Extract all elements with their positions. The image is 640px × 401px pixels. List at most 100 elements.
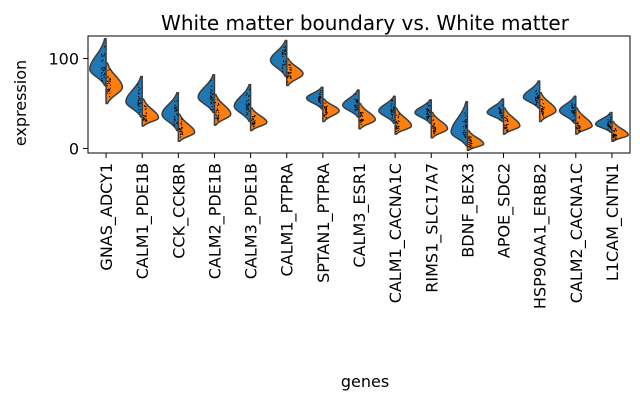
strip-point — [541, 105, 544, 108]
strip-point — [572, 110, 574, 112]
strip-point — [211, 97, 214, 99]
strip-point — [290, 69, 292, 71]
strip-point — [216, 117, 218, 119]
strip-point — [356, 107, 358, 109]
strip-point — [101, 67, 103, 69]
strip-point — [607, 119, 609, 121]
strip-point — [464, 120, 466, 122]
strip-point — [211, 99, 213, 102]
strip-point — [464, 121, 466, 123]
strip-point — [360, 123, 362, 126]
strip-point — [290, 75, 292, 78]
strip-point — [432, 115, 434, 117]
strip-point — [470, 141, 472, 143]
strip-point — [319, 95, 322, 98]
violin-right-SPTAN1_PTPRA — [322, 98, 340, 123]
strip-point — [361, 111, 363, 114]
strip-point — [284, 49, 286, 51]
strip-point — [610, 116, 612, 118]
strip-point — [289, 72, 291, 74]
strip-point — [320, 90, 322, 92]
strip-point — [173, 115, 176, 118]
strip-point — [174, 104, 176, 106]
strip-point — [536, 92, 538, 95]
strip-point — [391, 112, 393, 114]
strip-point — [613, 136, 615, 139]
strip-point — [463, 130, 465, 132]
strip-point — [216, 99, 219, 101]
strip-point — [324, 107, 326, 109]
strip-point — [211, 93, 213, 95]
strip-point — [289, 66, 291, 69]
strip-point — [246, 106, 248, 108]
strip-point — [498, 108, 501, 110]
strip-point — [469, 136, 471, 138]
strip-point — [572, 119, 574, 121]
strip-point — [101, 53, 103, 55]
strip-point — [107, 88, 110, 90]
strip-point — [247, 105, 250, 107]
strip-point — [283, 60, 285, 62]
strip-point — [138, 86, 140, 89]
strip-point — [463, 133, 465, 136]
strip-point — [571, 120, 573, 122]
strip-point — [543, 106, 545, 109]
strip-point — [245, 107, 247, 109]
strip-point — [577, 125, 580, 127]
violin-left-L1CAM_CNTN1 — [594, 111, 613, 134]
strip-point — [287, 81, 289, 83]
x-tick-label: CALM3_PDE1B — [242, 163, 262, 279]
strip-point — [390, 108, 393, 110]
strip-point — [465, 121, 467, 123]
violin-right-CALM2_PDE1B — [213, 93, 232, 126]
strip-point — [537, 94, 539, 96]
violin-left-CCK_CCKBR — [161, 91, 180, 132]
strip-point — [470, 139, 472, 141]
strip-point — [433, 131, 435, 133]
strip-point — [174, 110, 176, 113]
strip-point — [499, 109, 502, 111]
strip-point — [577, 124, 579, 127]
strip-point — [469, 147, 472, 149]
strip-point — [102, 59, 104, 61]
strip-point — [505, 130, 508, 132]
strip-point — [325, 109, 327, 111]
strip-point — [247, 108, 250, 110]
strip-point — [535, 90, 537, 92]
strip-point — [499, 110, 502, 112]
strip-point — [354, 98, 356, 100]
strip-point — [398, 113, 401, 115]
strip-point — [361, 115, 364, 117]
strip-point — [465, 126, 467, 128]
strip-point — [101, 71, 103, 74]
strip-point — [608, 124, 610, 127]
strip-point — [211, 90, 213, 92]
strip-point — [501, 114, 504, 116]
strip-point — [137, 84, 139, 86]
violin-right-CALM1_PDE1B — [141, 98, 160, 127]
strip-point — [107, 76, 109, 78]
strip-point — [359, 111, 362, 114]
strip-point — [535, 103, 537, 105]
strip-point — [145, 120, 148, 122]
strip-point — [253, 121, 256, 123]
strip-point — [248, 95, 250, 97]
strip-point — [254, 120, 256, 122]
strip-point — [427, 118, 429, 120]
strip-point — [579, 130, 581, 132]
strip-point — [393, 119, 395, 121]
strip-point — [284, 63, 286, 65]
strip-point — [464, 124, 466, 127]
strip-point — [318, 93, 320, 95]
strip-point — [319, 91, 321, 93]
strip-point — [254, 115, 256, 117]
strip-point — [397, 117, 399, 119]
strip-point — [362, 119, 364, 121]
strip-point — [210, 85, 213, 87]
strip-point — [356, 106, 358, 108]
strip-point — [432, 127, 434, 129]
strip-point — [181, 132, 183, 134]
strip-point — [501, 104, 503, 106]
strip-point — [101, 79, 103, 81]
violin-left-CALM1_CACNA1C — [378, 95, 396, 125]
